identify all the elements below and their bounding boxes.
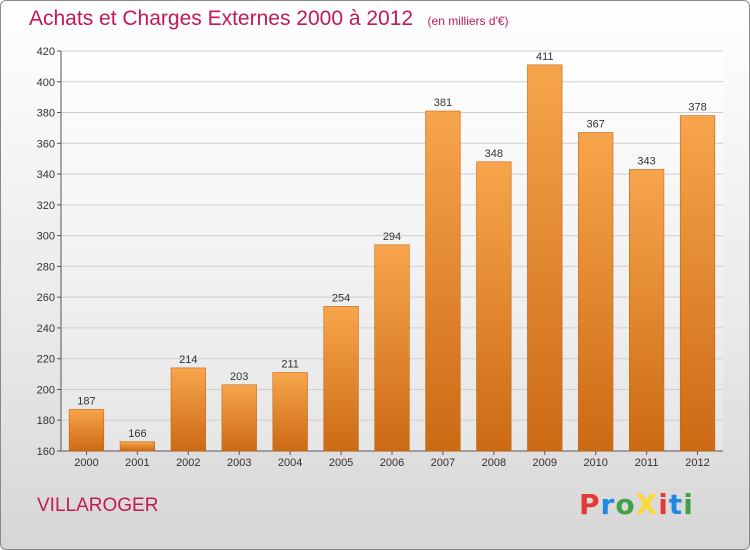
y-tick-label: 240: [37, 323, 55, 335]
data-label: 348: [485, 148, 503, 160]
x-tick-label: 2001: [125, 457, 149, 469]
logo-letter: t: [668, 488, 684, 521]
y-tick-label: 420: [37, 46, 55, 58]
logo-letter: X: [635, 488, 659, 521]
chart-title: Achats et Charges Externes 2000 à 2012 (…: [29, 7, 509, 31]
y-tick-label: 180: [37, 415, 55, 427]
title-unit: (en milliers d'€): [427, 14, 509, 28]
axes: 160 180 200 220 240 260 280 300 320 340 360 380 400 4…: [37, 46, 723, 469]
bar: [679, 115, 716, 452]
commune-name: VILLAROGER: [37, 495, 159, 516]
y-tick-label: 300: [37, 231, 55, 243]
logo-letter: P: [579, 488, 601, 521]
bar: [374, 244, 410, 452]
y-tick-label: 260: [37, 292, 55, 304]
data-label: 411: [536, 51, 554, 63]
x-tick-label: 2002: [176, 457, 200, 469]
bar: [578, 132, 614, 452]
bar: [629, 169, 665, 452]
bars: [68, 64, 716, 452]
data-label: 214: [179, 354, 197, 366]
y-tick-label: 400: [37, 77, 55, 89]
y-tick-label: 280: [37, 261, 55, 273]
y-tick-label: 360: [37, 138, 55, 150]
x-tick-label: 2009: [533, 457, 557, 469]
x-tick-label: 2003: [227, 457, 251, 469]
proxiti-logo[interactable]: ProXiti: [579, 488, 694, 521]
bar: [68, 409, 105, 452]
data-label: 254: [332, 292, 350, 304]
bar: [119, 441, 155, 452]
bar: [425, 110, 461, 452]
x-tick-label: 2012: [685, 457, 709, 469]
y-tick-label: 200: [37, 384, 55, 396]
bar: [323, 306, 359, 452]
y-tick-label: 340: [37, 169, 55, 181]
data-label: 187: [77, 395, 95, 407]
x-tick-label: 2005: [329, 457, 353, 469]
x-tick-label: 2008: [482, 457, 506, 469]
x-tick-label: 2011: [635, 457, 659, 469]
data-label: 367: [587, 119, 605, 131]
logo-letter: i: [683, 488, 694, 521]
data-labels: 187 166 214 203 211 254 294 381 348 411 367 343 378: [77, 51, 706, 440]
bar: [170, 367, 206, 452]
bar: [527, 64, 563, 452]
bar: [272, 372, 308, 452]
data-label: 294: [383, 231, 401, 243]
y-tick-label: 220: [37, 354, 55, 366]
title-main: Achats et Charges Externes 2000 à 2012: [29, 7, 414, 30]
logo-letter: o: [615, 488, 636, 521]
data-label: 343: [637, 155, 655, 167]
bar: [476, 161, 512, 452]
x-tick-label: 2007: [431, 457, 455, 469]
data-label: 381: [434, 97, 452, 109]
y-tick-label: 160: [37, 446, 55, 458]
data-label: 203: [230, 371, 248, 383]
x-tick-label: 2006: [380, 457, 404, 469]
data-label: 211: [281, 359, 299, 371]
x-tick-label: 2000: [74, 457, 98, 469]
x-tick-label: 2004: [278, 457, 302, 469]
logo-letter: r: [600, 488, 616, 521]
x-tick-label: 2010: [583, 457, 607, 469]
data-label: 378: [688, 102, 706, 114]
logo-letter: i: [658, 488, 669, 521]
data-label: 166: [128, 428, 146, 440]
y-tick-label: 380: [37, 108, 55, 120]
y-tick-label: 320: [37, 200, 55, 212]
bar: [221, 384, 257, 452]
